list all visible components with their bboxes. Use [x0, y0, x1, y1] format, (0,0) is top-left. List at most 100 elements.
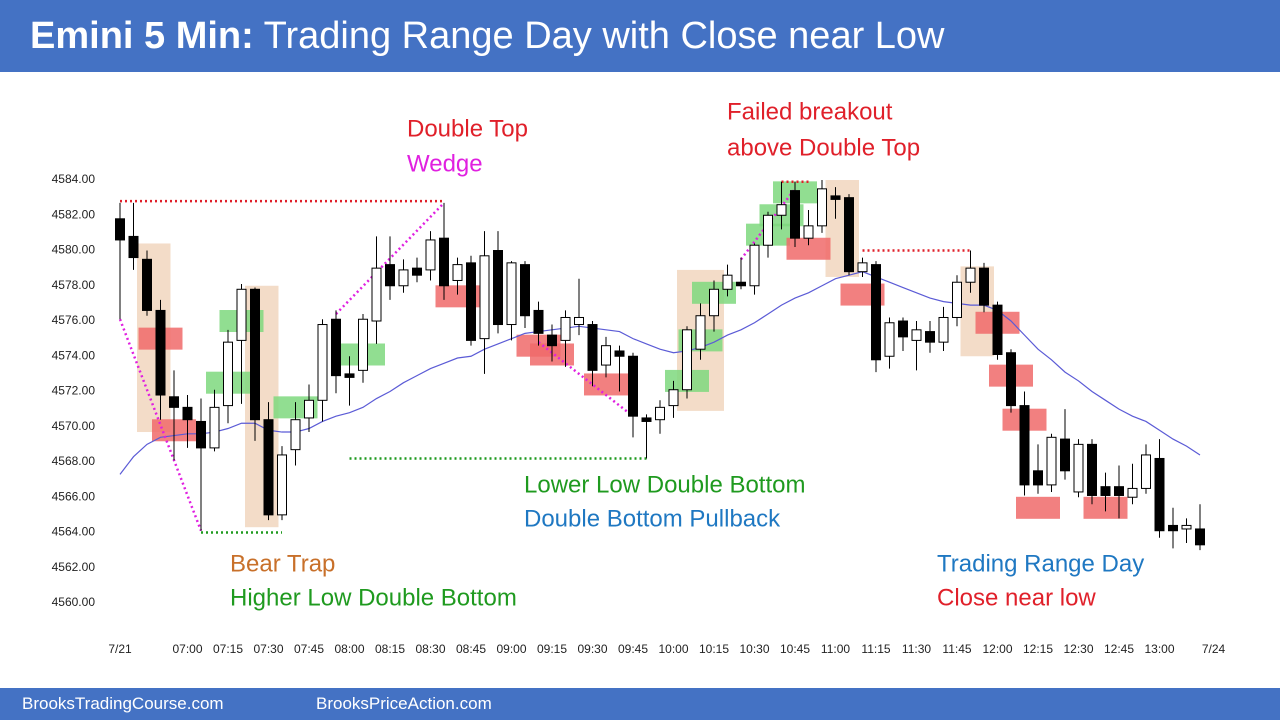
x-tick-label: 07:00	[172, 642, 202, 656]
y-tick-label: 4582.00	[52, 207, 96, 221]
y-tick-label: 4560.00	[52, 595, 96, 609]
candle-body	[1127, 487, 1138, 498]
candle-body	[587, 324, 598, 371]
candle-body	[655, 406, 665, 421]
candle-body	[898, 320, 908, 338]
candle-body	[142, 258, 152, 311]
x-tick-label: 08:15	[375, 642, 405, 656]
ema-line	[119, 271, 1201, 475]
y-tick-label: 4566.00	[52, 489, 96, 503]
candle-body	[155, 309, 166, 396]
candle-body	[844, 197, 854, 273]
chart: 4584.00 4582.00 4580.00 4578.00 4576.00 4574.…	[52, 98, 1226, 656]
x-tick-label: 13:00	[1144, 642, 1174, 656]
x-tick-label: 12:30	[1063, 642, 1093, 656]
candle-body	[1168, 524, 1178, 532]
x-tick-label: 11:45	[942, 642, 971, 656]
candle-body	[614, 350, 625, 357]
candle-body	[1181, 524, 1192, 530]
annotation: Close near low	[937, 584, 1096, 611]
annotation: Double Top	[407, 115, 528, 142]
x-tick-label: 09:30	[577, 642, 607, 656]
candle-body	[992, 304, 1003, 355]
annotation: Higher Low Double Bottom	[230, 584, 517, 611]
candle-body	[1006, 352, 1016, 407]
candle-body	[925, 331, 935, 343]
x-tick-label: 10:15	[699, 642, 729, 656]
y-tick-label: 4564.00	[52, 525, 96, 539]
candle-body	[277, 454, 287, 516]
candle-body	[668, 389, 679, 407]
x-tick-label: 09:45	[618, 642, 648, 656]
candle-body	[344, 373, 355, 378]
candle-body	[749, 244, 760, 287]
header: Emini 5 Min: Trading Range Day with Clos…	[0, 0, 1280, 72]
x-tick-label: 12:00	[982, 642, 1012, 656]
candle-body	[236, 288, 247, 341]
candle-body	[115, 218, 125, 241]
candle-body	[776, 204, 787, 216]
x-tick-label: 10:00	[658, 642, 688, 656]
candle-body	[412, 267, 422, 276]
annotation: Lower Low Double Bottom	[524, 471, 805, 498]
candle-body	[398, 269, 409, 287]
y-tick-label: 4570.00	[52, 419, 96, 433]
x-tick-label: 7/24	[1202, 642, 1226, 656]
candle-body	[641, 417, 652, 422]
dotted-line	[335, 202, 445, 315]
candle-body	[722, 274, 733, 290]
candle-body	[1060, 438, 1070, 472]
x-tick-label: 08:45	[456, 642, 486, 656]
candle-body	[169, 396, 179, 408]
candle-body	[574, 316, 584, 326]
candle-body	[358, 318, 368, 371]
signal-box	[1016, 496, 1060, 519]
candle-body	[506, 262, 517, 326]
candle-body	[1019, 405, 1030, 486]
candle-body	[1087, 443, 1097, 496]
x-tick-label: 09:15	[537, 642, 567, 656]
y-tick-label: 4574.00	[52, 348, 96, 362]
candle-body	[128, 235, 139, 259]
x-tick-label: 09:00	[496, 642, 526, 656]
candle-body	[952, 281, 962, 318]
candle-body	[938, 316, 949, 343]
candle-body	[263, 419, 274, 516]
x-tick-label: 11:30	[902, 642, 931, 656]
annotation: Double Bottom Pullback	[524, 505, 781, 532]
candle-body	[1046, 436, 1057, 486]
footer: BrooksTradingCourse.com BrooksPriceActio…	[0, 688, 1280, 720]
signal-box	[786, 237, 831, 260]
dotted-line	[537, 341, 634, 418]
candle-body	[1073, 443, 1084, 493]
candle-body	[196, 420, 206, 449]
candle-body	[493, 250, 503, 326]
y-tick-label: 4572.00	[52, 384, 96, 398]
candle-body	[304, 399, 314, 419]
title-bold: Emini 5 Min:	[30, 15, 254, 57]
x-tick-label: 10:30	[739, 642, 769, 656]
candle-body	[965, 267, 976, 283]
candle-body	[911, 329, 922, 341]
candle-body	[209, 406, 220, 449]
x-tick-label: 08:00	[334, 642, 364, 656]
y-tick-label: 4584.00	[52, 172, 96, 186]
candle-body	[385, 264, 395, 287]
candle-body	[182, 406, 193, 421]
candle-body	[331, 318, 341, 377]
candle-body	[1114, 486, 1124, 496]
annotation: Trading Range Day	[937, 550, 1144, 577]
candle-body	[682, 329, 692, 391]
candle-body	[371, 267, 382, 322]
candle-body	[466, 262, 476, 341]
candle-body	[695, 315, 706, 350]
footer-link: BrooksPriceAction.com	[316, 694, 492, 713]
x-tick-label: 11:00	[821, 642, 850, 656]
candle-body	[1154, 457, 1165, 532]
candle-body	[601, 345, 611, 366]
candle-body	[479, 255, 490, 340]
candle-body	[317, 324, 328, 401]
x-tick-label: 12:45	[1104, 642, 1134, 656]
y-tick-label: 4576.00	[52, 313, 96, 327]
candle-body	[1141, 454, 1151, 489]
